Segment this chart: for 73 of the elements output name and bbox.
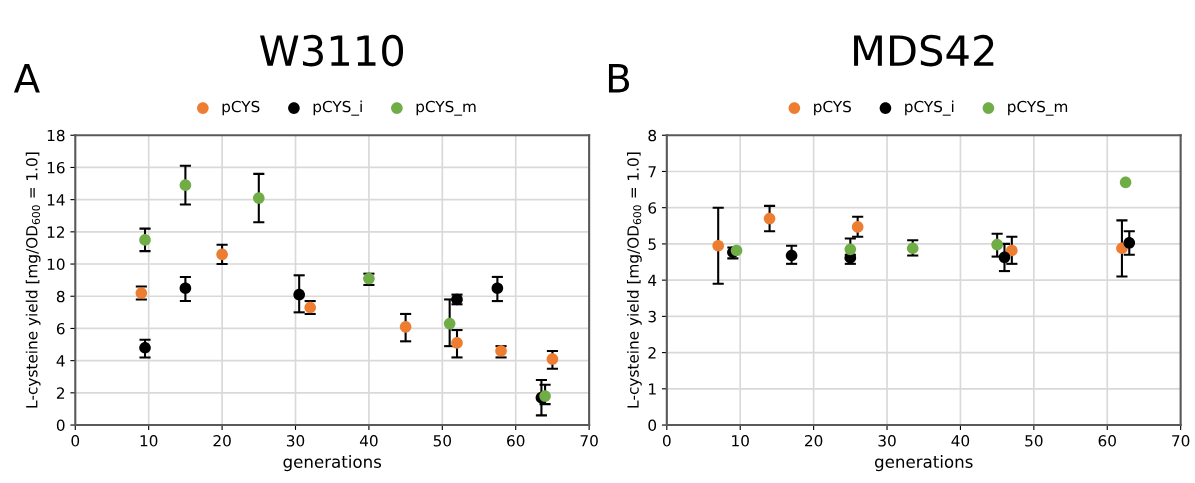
y-tick-label: 18 bbox=[47, 129, 65, 142]
point bbox=[139, 341, 151, 354]
x-tick-label: 70 bbox=[580, 435, 598, 447]
point bbox=[546, 353, 559, 365]
x-tick-label: 20 bbox=[213, 435, 231, 447]
y-tick-label: 2 bbox=[648, 347, 656, 359]
x-tick-label: 60 bbox=[507, 435, 525, 447]
y-tick-label: 2 bbox=[56, 387, 65, 399]
x-tick-label: 10 bbox=[140, 435, 158, 447]
point bbox=[998, 251, 1011, 264]
chart-title: MDS42 bbox=[854, 34, 994, 67]
x-tick-label: 30 bbox=[878, 435, 896, 447]
legend-label: pCYS_m bbox=[416, 100, 476, 116]
point bbox=[763, 212, 776, 225]
point bbox=[851, 221, 864, 233]
point bbox=[539, 390, 551, 402]
point bbox=[179, 179, 192, 191]
text: B bbox=[608, 64, 630, 93]
point bbox=[785, 249, 798, 262]
x-tick-label: 30 bbox=[286, 435, 305, 447]
y-axis-title: L-cysteine yield [mg/OD$_{600}$ = 1.0] bbox=[626, 152, 642, 408]
legend-label: pCYS bbox=[222, 100, 260, 116]
x-tick-label: 10 bbox=[732, 435, 749, 447]
point bbox=[293, 288, 305, 301]
y-tick-label: 4 bbox=[56, 355, 65, 367]
x-tick-label: 0 bbox=[662, 435, 671, 447]
x-axis-title: generations bbox=[874, 455, 973, 472]
x-tick-label: 40 bbox=[359, 435, 378, 447]
chart-title: W3110 bbox=[259, 34, 404, 67]
legend-label: pCYS_i bbox=[313, 100, 362, 116]
point bbox=[399, 321, 412, 333]
point bbox=[179, 282, 192, 294]
x-tick-label: 50 bbox=[1025, 435, 1043, 447]
point bbox=[252, 192, 265, 204]
point bbox=[491, 282, 504, 294]
y-tick-label: 14 bbox=[47, 194, 65, 206]
y-tick-label: 6 bbox=[648, 202, 657, 214]
point bbox=[1123, 237, 1136, 249]
y-tick-label: 7 bbox=[648, 166, 656, 178]
y-tick-label: 10 bbox=[47, 258, 65, 271]
y-tick-label: 1 bbox=[649, 383, 656, 395]
legend-label: pCYS_m bbox=[1008, 100, 1068, 116]
point bbox=[139, 234, 151, 246]
x-tick-label: 50 bbox=[433, 435, 452, 447]
y-tick-label: 0 bbox=[648, 419, 657, 432]
point bbox=[712, 239, 724, 252]
y-tick-label: 4 bbox=[648, 274, 657, 286]
point bbox=[1006, 244, 1018, 257]
x-tick-label: 0 bbox=[71, 435, 80, 447]
x-axis-title: generations bbox=[283, 455, 382, 472]
y-tick-label: 12 bbox=[47, 226, 65, 238]
point bbox=[991, 238, 1003, 251]
point bbox=[216, 248, 228, 261]
text: A bbox=[13, 64, 40, 93]
y-tick-label: 0 bbox=[56, 419, 65, 432]
legend-label: pCYS_i bbox=[905, 100, 954, 116]
point bbox=[844, 243, 857, 256]
point bbox=[443, 317, 456, 330]
x-tick-label: 20 bbox=[805, 435, 823, 447]
y-tick-label: 3 bbox=[648, 310, 656, 323]
x-tick-label: 60 bbox=[1098, 435, 1116, 447]
y-tick-label: 8 bbox=[56, 290, 65, 303]
point bbox=[1119, 176, 1132, 189]
point bbox=[451, 337, 463, 349]
y-tick-label: 6 bbox=[56, 322, 65, 335]
point bbox=[730, 244, 743, 257]
legend-label: pCYS bbox=[814, 100, 851, 116]
y-tick-label: 16 bbox=[47, 161, 65, 174]
x-tick-label: 70 bbox=[1172, 435, 1190, 447]
y-tick-label: 8 bbox=[648, 129, 657, 142]
y-tick-label: 5 bbox=[648, 238, 656, 250]
y-axis-title: L-cysteine yield [mg/OD$_{600}$ = 1.0] bbox=[25, 152, 41, 408]
x-tick-label: 40 bbox=[951, 435, 970, 447]
